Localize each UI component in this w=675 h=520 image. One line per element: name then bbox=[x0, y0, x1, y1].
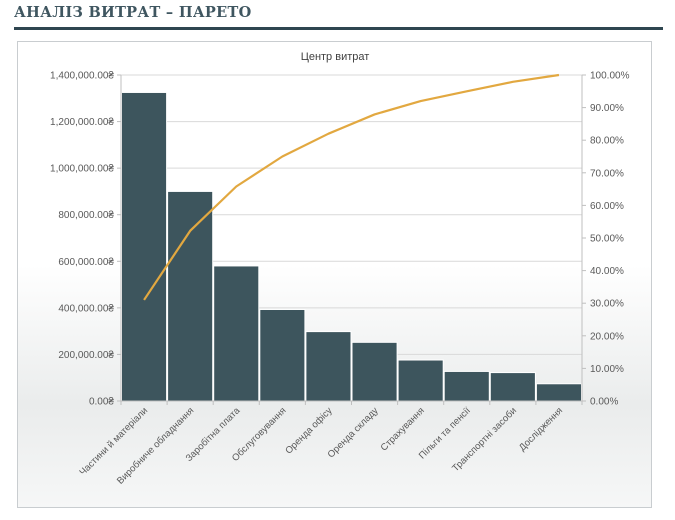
title-divider bbox=[14, 27, 663, 30]
right-tick-label: 70.00% bbox=[590, 168, 624, 179]
cumulative-line-path bbox=[143, 73, 560, 301]
right-tick-label: 60.00% bbox=[590, 201, 624, 212]
category-label: Страхування bbox=[379, 405, 427, 453]
right-axis-ticks: 0.00% 10.00% 20.00% 30.00% 40.00% 50.00% 60.00… bbox=[582, 71, 630, 408]
right-tick-label: 90.00% bbox=[590, 103, 624, 114]
bar bbox=[213, 265, 260, 402]
cumulative-line bbox=[143, 73, 560, 301]
right-tick-label: 50.00% bbox=[590, 234, 624, 245]
category-label: Оренда офісу bbox=[283, 405, 334, 456]
right-tick-label: 30.00% bbox=[590, 299, 624, 310]
left-tick-label: 400,000.00₴ bbox=[58, 303, 114, 314]
bar bbox=[535, 383, 583, 402]
bar bbox=[443, 370, 490, 402]
chart-title: Центр витрат bbox=[301, 51, 370, 63]
left-tick-label: 200,000.00₴ bbox=[58, 350, 114, 361]
right-tick-label: 40.00% bbox=[590, 266, 624, 277]
left-tick-label: 0.00₴ bbox=[89, 397, 114, 408]
left-tick-label: 800,000.00₴ bbox=[58, 210, 114, 221]
right-tick-label: 20.00% bbox=[590, 331, 624, 342]
bar bbox=[121, 91, 168, 402]
category-label: Виробниче обладнання bbox=[115, 405, 196, 486]
bar bbox=[489, 372, 536, 402]
page-title: АНАЛІЗ ВИТРАТ – ПАРЕТО bbox=[14, 4, 252, 21]
bar bbox=[167, 190, 214, 402]
left-axis-ticks: 0.00₴ 200,000.00₴ 400,000.00₴ 600,000.00₴ 80… bbox=[50, 71, 121, 408]
left-tick-label: 1,000,000.00₴ bbox=[50, 164, 114, 175]
bar bbox=[259, 308, 306, 402]
left-tick-label: 1,400,000.00₴ bbox=[50, 71, 114, 82]
left-tick-label: 1,200,000.00₴ bbox=[50, 117, 114, 128]
bar bbox=[397, 359, 444, 402]
bar bbox=[351, 341, 398, 402]
right-tick-label: 80.00% bbox=[590, 136, 624, 147]
left-tick-label: 600,000.00₴ bbox=[58, 257, 114, 268]
category-label: Дослідження bbox=[517, 405, 565, 453]
right-tick-label: 0.00% bbox=[590, 397, 618, 408]
bar bbox=[305, 331, 352, 402]
right-tick-label: 100.00% bbox=[590, 71, 630, 82]
right-tick-label: 10.00% bbox=[590, 364, 624, 375]
